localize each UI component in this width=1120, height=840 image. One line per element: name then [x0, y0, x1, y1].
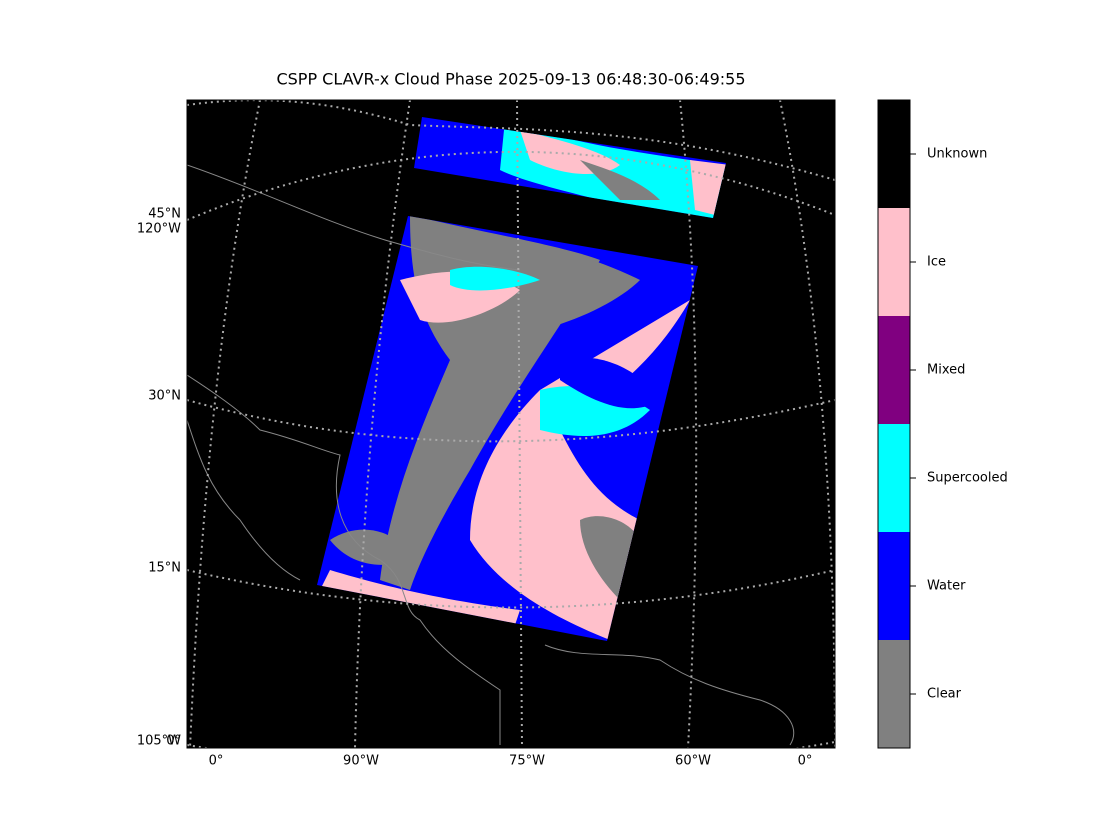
colorbar-segment: [878, 100, 910, 208]
lat-lon-label: 120°W: [137, 222, 181, 237]
colorbar-segment: [878, 424, 910, 532]
colorbar-label: Mixed: [927, 363, 965, 378]
colorbar-segment: [878, 640, 910, 748]
coastlines: [187, 164, 795, 746]
lon-label: 75°W: [509, 754, 545, 769]
lon-label: 0°: [209, 754, 224, 769]
colorbar-label: Clear: [927, 687, 962, 702]
lon-label: 60°W: [675, 754, 711, 769]
colorbar-label: Ice: [927, 255, 946, 270]
lat-lon-label: 15°N: [148, 561, 181, 576]
colorbar-label: Unknown: [927, 147, 987, 162]
map: [187, 100, 835, 748]
colorbar-segment: [878, 316, 910, 424]
colorbar-label: Supercooled: [927, 471, 1008, 486]
lat-lon-label: 0°: [166, 734, 181, 749]
title: CSPP CLAVR-x Cloud Phase 2025-09-13 06:4…: [276, 70, 745, 89]
lat-lon-label: 45°N: [148, 207, 181, 222]
map-frame: [186, 99, 836, 749]
lat-lon-label: 105°W: [137, 734, 181, 749]
colorbar-frame: [877, 99, 911, 749]
lon-label: 0°: [798, 754, 813, 769]
colorbar: Unknown Ice Mixed Supercooled Water Clear: [878, 100, 1008, 748]
lat-lon-label: 30°N: [148, 389, 181, 404]
lon-label: 90°W: [343, 754, 379, 769]
colorbar-label: Water: [927, 579, 966, 594]
colorbar-segment: [878, 532, 910, 640]
colorbar-segment: [878, 208, 910, 316]
